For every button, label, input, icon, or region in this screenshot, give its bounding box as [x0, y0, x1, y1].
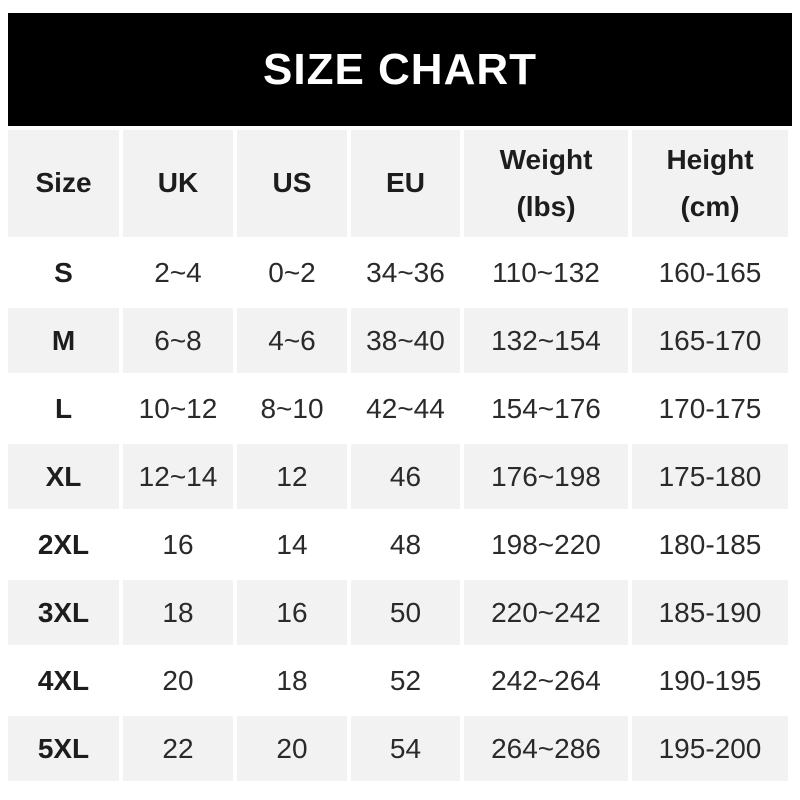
- cell-eu: 42~44: [366, 392, 445, 424]
- header-cell-us: US: [237, 130, 347, 237]
- cell-us: 16: [237, 580, 347, 645]
- cell-eu: 46: [351, 444, 460, 509]
- page-title: SIZE CHART: [263, 44, 537, 94]
- cell-uk: 12~14: [123, 444, 233, 509]
- cell-weight: 132~154: [464, 308, 628, 373]
- cell-eu: 52: [389, 664, 422, 696]
- header-label: UK: [157, 167, 199, 199]
- header-sublabel: (lbs): [516, 190, 576, 222]
- header-sublabel: (cm): [680, 190, 740, 222]
- cell-weight: 198~220: [491, 528, 601, 560]
- cell-weight: 220~242: [464, 580, 628, 645]
- cell-height: 190-195: [658, 664, 762, 696]
- cell-us: 12: [237, 444, 347, 509]
- cell-height: 195-200: [632, 716, 788, 781]
- cell-height: 165-170: [632, 308, 788, 373]
- cell-uk: 20: [162, 664, 194, 696]
- header-cell-size: Size: [8, 130, 119, 237]
- cell-weight: 154~176: [491, 392, 601, 424]
- cell-us: 20: [237, 716, 347, 781]
- header-label: Size: [35, 167, 92, 199]
- cell-uk: 10~12: [138, 392, 218, 424]
- cell-us: 8~10: [260, 392, 324, 424]
- cell-us: 14: [276, 528, 308, 560]
- cell-size: L: [54, 392, 73, 424]
- cell-eu: 48: [389, 528, 422, 560]
- header-cell-eu: EU: [351, 130, 460, 237]
- cell-size: XL: [8, 444, 119, 509]
- cell-size: 3XL: [8, 580, 119, 645]
- cell-us: 18: [276, 664, 308, 696]
- cell-height: 175-180: [632, 444, 788, 509]
- header-cell-height: Height (cm): [632, 130, 788, 237]
- cell-uk: 18: [123, 580, 233, 645]
- cell-size: 4XL: [37, 664, 90, 696]
- cell-us: 0~2: [268, 256, 316, 288]
- cell-size: 5XL: [8, 716, 119, 781]
- header-cell-uk: UK: [123, 130, 233, 237]
- header-label: US: [272, 167, 312, 199]
- title-banner: SIZE CHART: [8, 13, 792, 126]
- cell-eu: 54: [351, 716, 460, 781]
- cell-eu: 34~36: [366, 256, 445, 288]
- cell-weight: 110~132: [492, 256, 600, 288]
- cell-us: 4~6: [237, 308, 347, 373]
- cell-uk: 6~8: [123, 308, 233, 373]
- header-label: EU: [386, 167, 425, 199]
- cell-weight: 242~264: [491, 664, 601, 696]
- cell-height: 170-175: [658, 392, 762, 424]
- header-cell-weight: Weight (lbs): [464, 130, 628, 237]
- cell-height: 160-165: [658, 256, 762, 288]
- header-label: Weight: [499, 144, 593, 176]
- cell-uk: 16: [162, 528, 194, 560]
- cell-uk: 2~4: [154, 256, 202, 288]
- header-label: Height: [666, 144, 754, 176]
- size-table: Size UK US EU Weight (lbs) Height (cm) S 2…: [8, 130, 788, 781]
- cell-eu: 38~40: [351, 308, 460, 373]
- cell-size: 2XL: [37, 528, 90, 560]
- cell-eu: 50: [351, 580, 460, 645]
- cell-height: 185-190: [632, 580, 788, 645]
- cell-height: 180-185: [658, 528, 762, 560]
- cell-weight: 264~286: [464, 716, 628, 781]
- cell-size: S: [54, 256, 73, 288]
- cell-weight: 176~198: [464, 444, 628, 509]
- cell-size: M: [8, 308, 119, 373]
- cell-uk: 22: [123, 716, 233, 781]
